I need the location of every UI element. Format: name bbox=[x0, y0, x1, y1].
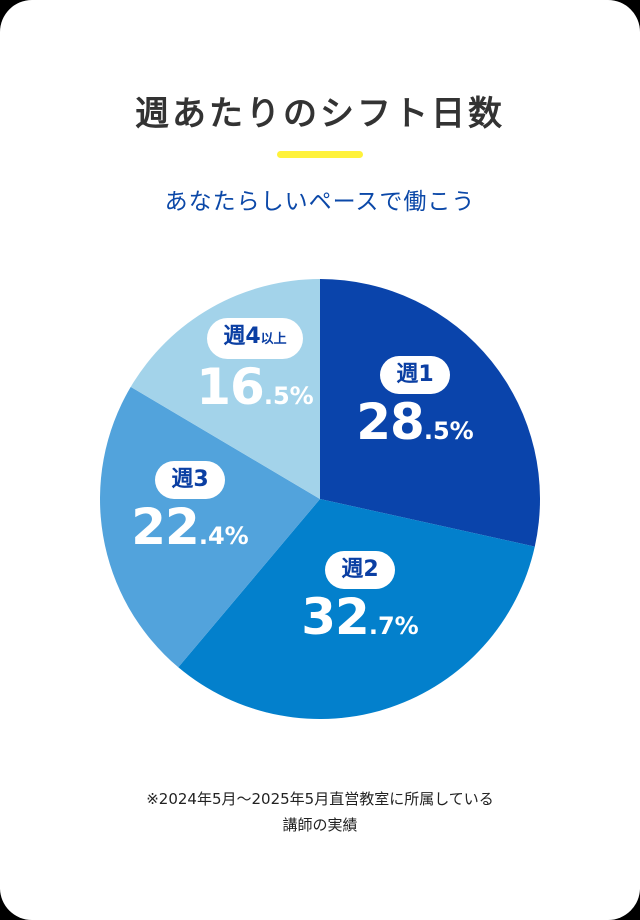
slice-percent-week4plus: 16.5% bbox=[196, 358, 314, 416]
title-underline bbox=[277, 151, 363, 158]
slice-label-week2: 週2 32.7% bbox=[295, 551, 425, 654]
slice-pill-week1: 週1 bbox=[380, 356, 450, 394]
slice-label-week4plus: 週4以上 16.5% bbox=[190, 318, 320, 424]
pie-slice-week3 bbox=[100, 386, 321, 668]
slice-percent-week2: 32.7% bbox=[301, 588, 419, 646]
footnote-line2: 講師の実績 bbox=[282, 816, 358, 834]
slice-pill-week2: 週2 bbox=[325, 551, 395, 589]
slice-percent-week1: 28.5% bbox=[356, 393, 474, 451]
slice-label-week3: 週3 22.4% bbox=[125, 461, 255, 564]
slice-pill-week4plus: 週4以上 bbox=[207, 318, 303, 359]
slice-percent-week3: 22.4% bbox=[131, 498, 249, 556]
page-title: 週あたりのシフト日数 bbox=[135, 94, 505, 134]
footnote: ※2024年5月～2025年5月直営教室に所属している 講師の実績 bbox=[0, 786, 640, 838]
footnote-line1: ※2024年5月～2025年5月直営教室に所属している bbox=[146, 790, 494, 808]
pie-slice-week1 bbox=[320, 279, 540, 547]
subtitle: あなたらしいペースで働こう bbox=[164, 189, 476, 215]
slice-pill-week3: 週3 bbox=[155, 461, 225, 499]
pie-slice-week2 bbox=[178, 499, 535, 719]
slice-label-week1: 週1 28.5% bbox=[350, 356, 480, 459]
